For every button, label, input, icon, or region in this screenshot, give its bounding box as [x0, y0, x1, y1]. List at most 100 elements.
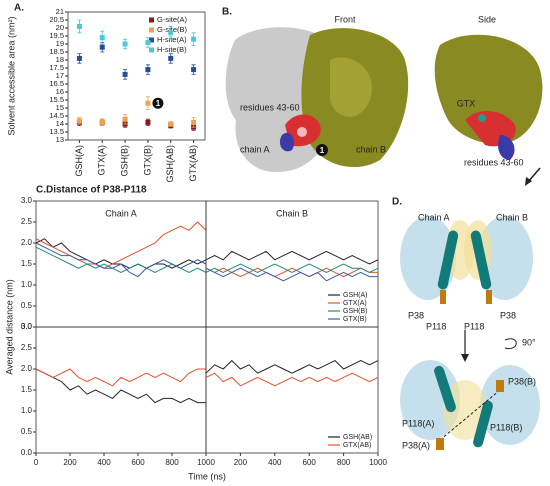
y-tick-label: 2.0 — [21, 364, 33, 373]
view-label: Side — [478, 14, 496, 24]
x-tick-label: 600 — [131, 458, 145, 467]
y-tick-label: 0.5 — [21, 301, 33, 310]
y-tick-label: 16.5 — [49, 79, 64, 88]
x-tick-label: 1000 — [369, 458, 387, 467]
rotation-label: 90° — [522, 337, 536, 347]
marker-label: 1 — [320, 146, 325, 155]
point — [168, 121, 174, 127]
y-tick-label: 1.5 — [21, 385, 33, 394]
panel-d-structure — [400, 216, 540, 450]
panel-b-labels: B. Front Side residues 43-60 chain A cha… — [222, 7, 524, 168]
y-tick-label: 14 — [56, 119, 64, 128]
y-tick-label: 18 — [56, 55, 64, 64]
point — [145, 39, 151, 45]
panel-label: B. — [222, 7, 232, 18]
point — [168, 55, 174, 61]
y-tick-label: 0.5 — [21, 427, 33, 436]
y-tick-label: 0.0 — [21, 322, 33, 331]
view-label: Front — [334, 14, 356, 24]
series-line — [35, 221, 207, 269]
y-tick-label: 16 — [56, 87, 64, 96]
legend-marker — [149, 37, 154, 43]
y-tick-label: 13 — [56, 135, 64, 144]
x-tick-label: GSH(AB) — [165, 145, 175, 183]
plot-frame — [205, 326, 379, 454]
legend-label: GTX(AB) — [343, 442, 371, 449]
point — [99, 119, 105, 125]
residue-label: residues 43-60 — [240, 102, 300, 112]
point — [191, 67, 197, 73]
chain-label: Chain B — [496, 212, 528, 222]
x-axis-label: Time (ns) — [188, 471, 226, 481]
y-tick-label: 19.5 — [49, 31, 64, 40]
chain-label: chain A — [240, 144, 270, 154]
series-line — [205, 359, 379, 374]
series-line — [205, 267, 378, 282]
y-tick-label: 3.0 — [21, 196, 33, 205]
series-line — [205, 263, 379, 273]
y-tick-label: 19 — [56, 39, 64, 48]
residue-label: P38(B) — [508, 376, 536, 386]
y-tick-label: 3.0 — [21, 322, 33, 331]
legend-marker — [149, 47, 154, 53]
annotation-marker — [152, 97, 164, 109]
residue-label: P118 — [426, 321, 446, 331]
subplot-title: Chain B — [276, 208, 308, 218]
y-tick-label: 14.5 — [49, 111, 64, 120]
x-tick-label: GTX(A) — [97, 145, 107, 176]
point — [122, 71, 128, 77]
residue-label: P38 — [500, 310, 516, 320]
series-line — [35, 368, 206, 387]
annotation: 1 — [156, 99, 161, 108]
y-tick-label: 20.5 — [49, 15, 64, 24]
legend-label: GSH(B) — [343, 308, 368, 315]
residue-label: P38(A) — [402, 440, 430, 450]
y-tick-label: 15 — [56, 103, 64, 112]
y-tick-label: 1.0 — [21, 406, 33, 415]
legend-label: H-site(B) — [157, 45, 187, 54]
series-line — [205, 372, 379, 387]
y-tick-label: 1.0 — [21, 280, 33, 289]
point — [145, 119, 151, 125]
y-tick-label: 2.0 — [21, 238, 33, 247]
residue-label: P38 — [408, 310, 424, 320]
y-tick-label: 2.5 — [21, 217, 33, 226]
x-tick-label: GSH(A) — [74, 145, 84, 177]
point — [168, 30, 174, 36]
series-line — [205, 250, 379, 265]
x-tick-label: 400 — [268, 458, 282, 467]
x-tick-label: 1000 — [197, 458, 215, 467]
panel-b-structure — [225, 27, 543, 186]
point — [122, 116, 128, 122]
y-tick-label: 17.5 — [49, 63, 64, 72]
point — [99, 35, 105, 41]
legend-marker — [149, 27, 154, 33]
legend-label: GSH(A) — [343, 292, 368, 299]
point — [191, 119, 197, 125]
series-line — [205, 267, 378, 278]
x-tick-label: 400 — [97, 458, 111, 467]
point — [145, 67, 151, 73]
legend-label: G-site(B) — [157, 25, 188, 34]
legend-label: G-site(A) — [157, 15, 188, 24]
x-tick-label: GTX(AB) — [188, 145, 198, 182]
point — [122, 41, 128, 47]
legend-label: GTX(A) — [343, 300, 367, 307]
chart-title: A. — [14, 3, 24, 14]
x-tick-label: 200 — [234, 458, 248, 467]
y-axis-label: Solvent accessible area (nm²) — [6, 16, 16, 135]
y-tick-label: 20 — [56, 23, 64, 32]
y-tick-label: 2.5 — [21, 343, 33, 352]
panel-label: D. — [392, 197, 402, 208]
y-tick-label: 13.5 — [49, 127, 64, 136]
legend-label: GSH(AB) — [343, 434, 372, 441]
subplot-title: Chain A — [105, 208, 137, 218]
residue-label: residues 43-60 — [464, 157, 524, 167]
x-tick-label: GSH(B) — [119, 145, 129, 177]
point — [76, 23, 82, 29]
legend-label: GTX(B) — [343, 316, 367, 323]
series-line — [35, 368, 206, 404]
y-tick-label: 17 — [56, 71, 64, 80]
y-tick-label: 1.5 — [21, 259, 33, 268]
point — [99, 44, 105, 50]
